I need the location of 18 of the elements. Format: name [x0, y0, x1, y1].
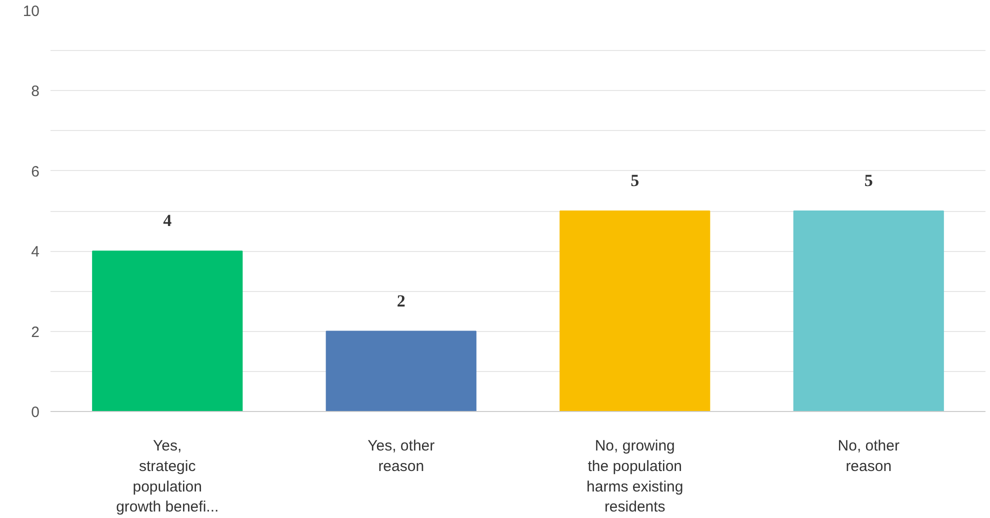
x-tick-label: Yes, strategic population growth benefi...: [116, 438, 219, 516]
y-tick-label: 10: [22, 3, 40, 20]
bar: [92, 250, 243, 412]
data-label: 5: [630, 171, 640, 190]
bar: [560, 210, 710, 412]
bar: [326, 330, 476, 412]
y-tick-label: 4: [31, 244, 40, 261]
data-label: 5: [864, 171, 873, 190]
y-tick-label: 2: [31, 324, 40, 341]
x-tick-label: No, other reason: [838, 438, 900, 475]
bar: [793, 210, 944, 412]
x-tick-label: Yes, other reason: [368, 438, 435, 475]
data-label: 4: [163, 211, 172, 230]
y-tick-label: 6: [31, 163, 40, 180]
data-label: 2: [396, 291, 406, 310]
y-tick-label: 0: [31, 404, 40, 421]
x-tick-label: No, growing the population harms existing residents: [586, 438, 684, 516]
y-tick-label: 8: [31, 83, 40, 100]
